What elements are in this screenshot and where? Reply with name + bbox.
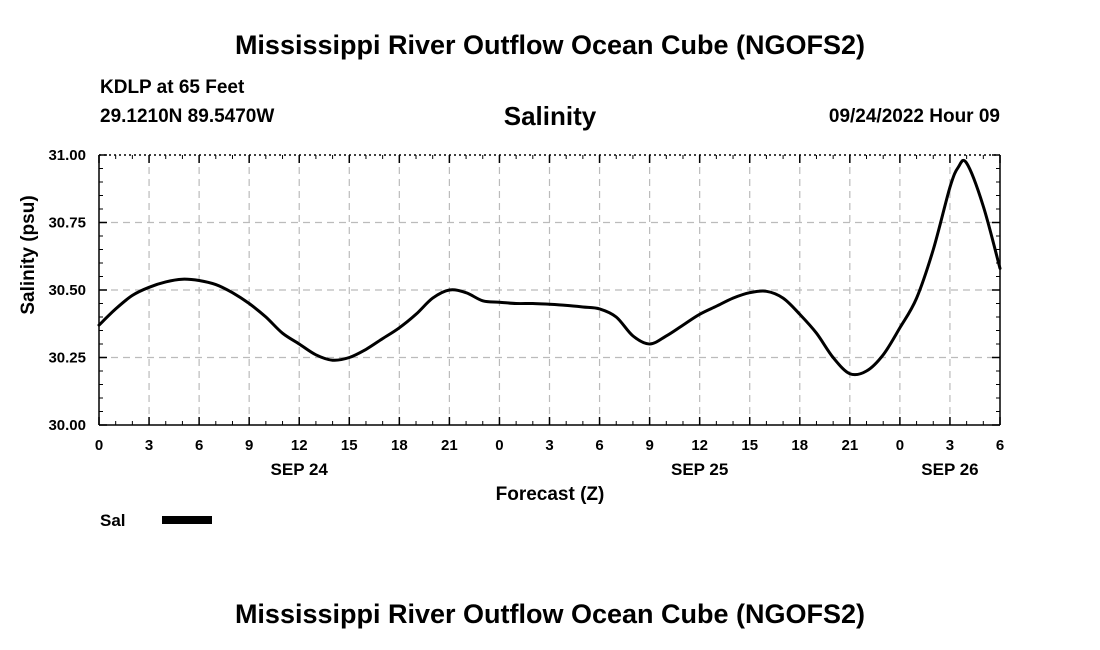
x-tick-label: 15 bbox=[741, 437, 758, 454]
legend-label: Sal bbox=[100, 511, 126, 530]
x-tick-label: 21 bbox=[841, 437, 858, 454]
x-axis-label: Forecast (Z) bbox=[496, 484, 605, 505]
x-tick-label: 6 bbox=[996, 437, 1004, 454]
axes: 0 3 6 9 12 15 18 21 0 3 6 9 12 15 18 21 0 3 6 SEP 24 SEP 25 S… bbox=[48, 147, 1004, 479]
forecast-timestamp: 09/24/2022 Hour 09 bbox=[828, 106, 1000, 127]
x-tick-label: 15 bbox=[341, 437, 358, 454]
footer-title: Mississippi River Outflow Ocean Cube (NG… bbox=[234, 599, 866, 629]
x-tick-label: 6 bbox=[595, 437, 603, 454]
x-tick-label: 18 bbox=[391, 437, 408, 454]
x-tick-label: 12 bbox=[691, 437, 708, 454]
x-tick-label: 0 bbox=[495, 437, 503, 454]
x-tick-label: 9 bbox=[245, 437, 253, 454]
x-tick-label: 3 bbox=[946, 437, 954, 454]
x-tick-label: 6 bbox=[195, 437, 203, 454]
y-tick-label: 30.25 bbox=[48, 350, 86, 367]
x-tick-label: 3 bbox=[145, 437, 153, 454]
x-tick-label: 0 bbox=[896, 437, 904, 454]
x-tick-label: 18 bbox=[791, 437, 808, 454]
y-tick-label: 30.75 bbox=[48, 215, 86, 232]
page-title: Mississippi River Outflow Ocean Cube (NG… bbox=[234, 30, 866, 60]
date-label: SEP 26 bbox=[921, 460, 978, 479]
x-tick-label: 12 bbox=[291, 437, 308, 454]
y-tick-label: 30.50 bbox=[48, 282, 86, 299]
y-tick-label: 30.00 bbox=[48, 417, 86, 434]
x-tick-label: 9 bbox=[645, 437, 653, 454]
date-label: SEP 25 bbox=[671, 460, 728, 479]
grid bbox=[99, 155, 1000, 425]
series-line-sal bbox=[97, 158, 1002, 377]
x-tick-label: 0 bbox=[95, 437, 103, 454]
date-label: SEP 24 bbox=[271, 460, 329, 479]
station-label: KDLP at 65 Feet bbox=[100, 77, 245, 98]
station-coords: 29.1210N 89.5470W bbox=[100, 106, 275, 127]
x-tick-label: 3 bbox=[545, 437, 553, 454]
y-axis-label: Salinity (psu) bbox=[18, 195, 39, 314]
chart-title: Salinity bbox=[503, 101, 597, 131]
x-tick-label: 21 bbox=[441, 437, 458, 454]
y-tick-label: 31.00 bbox=[48, 147, 86, 164]
legend-swatch bbox=[162, 516, 212, 524]
